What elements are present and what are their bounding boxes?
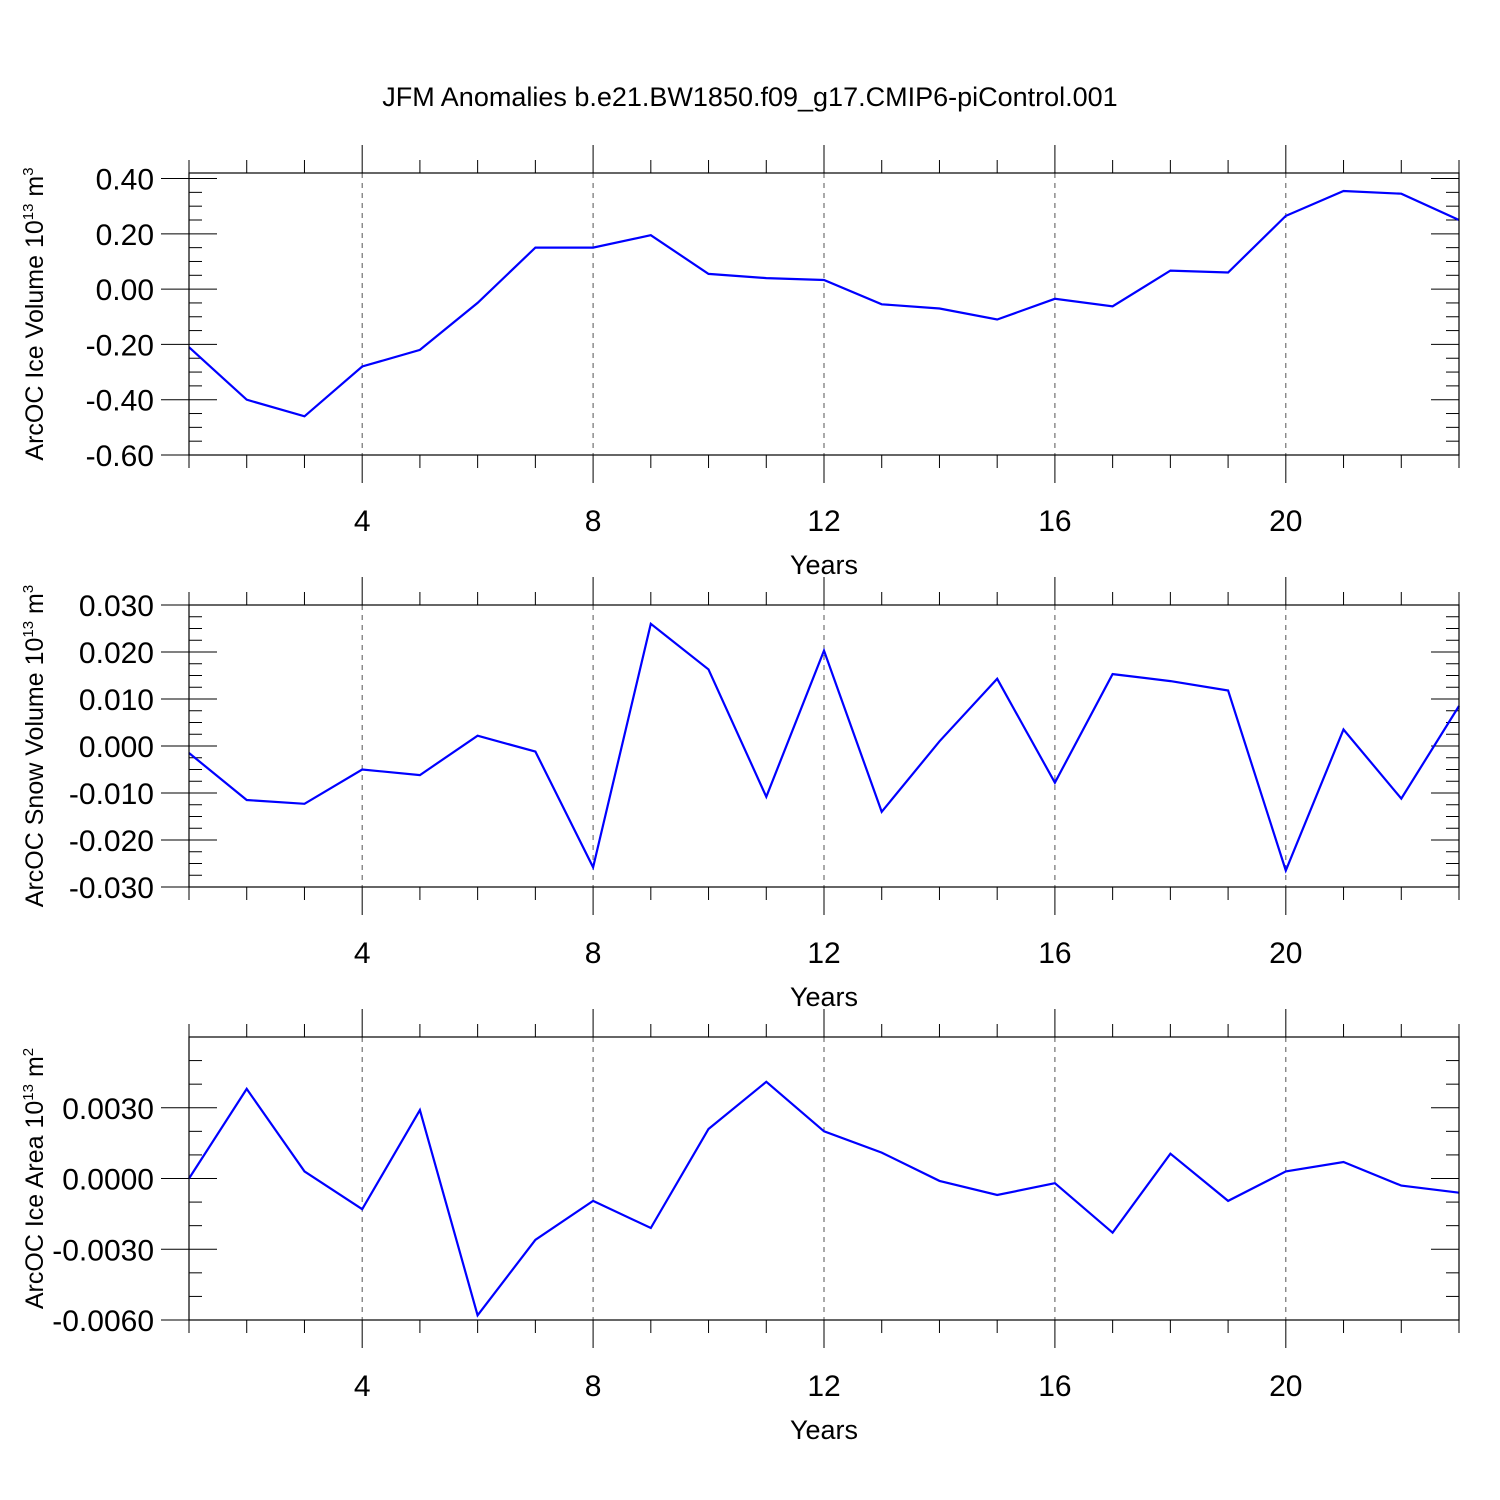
y-tick-label: -0.030 <box>69 872 154 905</box>
figure-title: JFM Anomalies b.e21.BW1850.f09_g17.CMIP6… <box>382 82 1117 112</box>
plot-frame <box>188 604 1460 888</box>
x-tick-label: 16 <box>1038 937 1071 970</box>
panels: 0.40 0.20 0.00 -0.20 -0.40 -0.60 4 8 12 16 20 Years… <box>20 145 1460 1445</box>
x-tick-label: 12 <box>807 1370 840 1403</box>
y-tick-label: -0.010 <box>69 778 154 811</box>
x-tick-label: 20 <box>1269 505 1302 538</box>
x-tick-label: 12 <box>807 937 840 970</box>
y-tick-label: 0.00 <box>96 274 154 307</box>
x-tick-label: 4 <box>354 937 371 970</box>
plot-frame <box>188 172 1460 456</box>
y-tick-label: -0.20 <box>86 329 154 362</box>
y-tick-label: -0.020 <box>69 825 154 858</box>
x-axis-label: Years <box>790 550 858 580</box>
y-tick-label: 0.010 <box>79 684 154 717</box>
plot-frame <box>188 1036 1460 1321</box>
y-tick-label: -0.60 <box>86 440 154 473</box>
y-tick-label: -0.40 <box>86 385 154 418</box>
series-line <box>188 621 1460 874</box>
y-tick-label: 0.020 <box>79 637 154 670</box>
y-axis-label: ArcOC Snow Volume 1013 m3 <box>20 585 50 907</box>
series-line <box>188 189 1460 418</box>
x-tick-label: 8 <box>585 937 602 970</box>
x-axis-label: Years <box>790 1415 858 1445</box>
panel-1: 0.40 0.20 0.00 -0.20 -0.40 -0.60 4 8 12 16 20 Years… <box>20 145 1460 580</box>
panel-3: 0.0030 0.0000 -0.0030 -0.0060 4 8 12 16 20 Years A… <box>20 1009 1460 1445</box>
x-tick-label: 12 <box>807 505 840 538</box>
y-axis-label: ArcOC Ice Area 1013 m2 <box>20 1048 50 1309</box>
x-tick-label: 16 <box>1038 505 1071 538</box>
series-line <box>188 1080 1460 1318</box>
x-tick-label: 16 <box>1038 1370 1071 1403</box>
y-tick-label: -0.0030 <box>52 1234 154 1267</box>
y-tick-label: 0.40 <box>96 164 154 197</box>
y-tick-label: -0.0060 <box>52 1305 154 1338</box>
x-tick-label: 20 <box>1269 937 1302 970</box>
x-tick-label: 8 <box>585 505 602 538</box>
y-tick-label: 0.0000 <box>62 1164 154 1197</box>
panel-2: 0.030 0.020 0.010 0.000 -0.010 -0.020 -0.030 4 8… <box>20 577 1460 1012</box>
x-tick-label: 4 <box>354 1370 371 1403</box>
x-tick-label: 8 <box>585 1370 602 1403</box>
x-tick-label: 4 <box>354 505 371 538</box>
y-tick-label: 0.030 <box>79 590 154 623</box>
x-tick-label: 20 <box>1269 1370 1302 1403</box>
y-tick-label: 0.0030 <box>62 1093 154 1126</box>
x-axis-label: Years <box>790 982 858 1012</box>
y-tick-label: 0.000 <box>79 731 154 764</box>
y-tick-label: 0.20 <box>96 219 154 252</box>
y-axis-label: ArcOC Ice Volume 1013 m3 <box>20 167 50 460</box>
